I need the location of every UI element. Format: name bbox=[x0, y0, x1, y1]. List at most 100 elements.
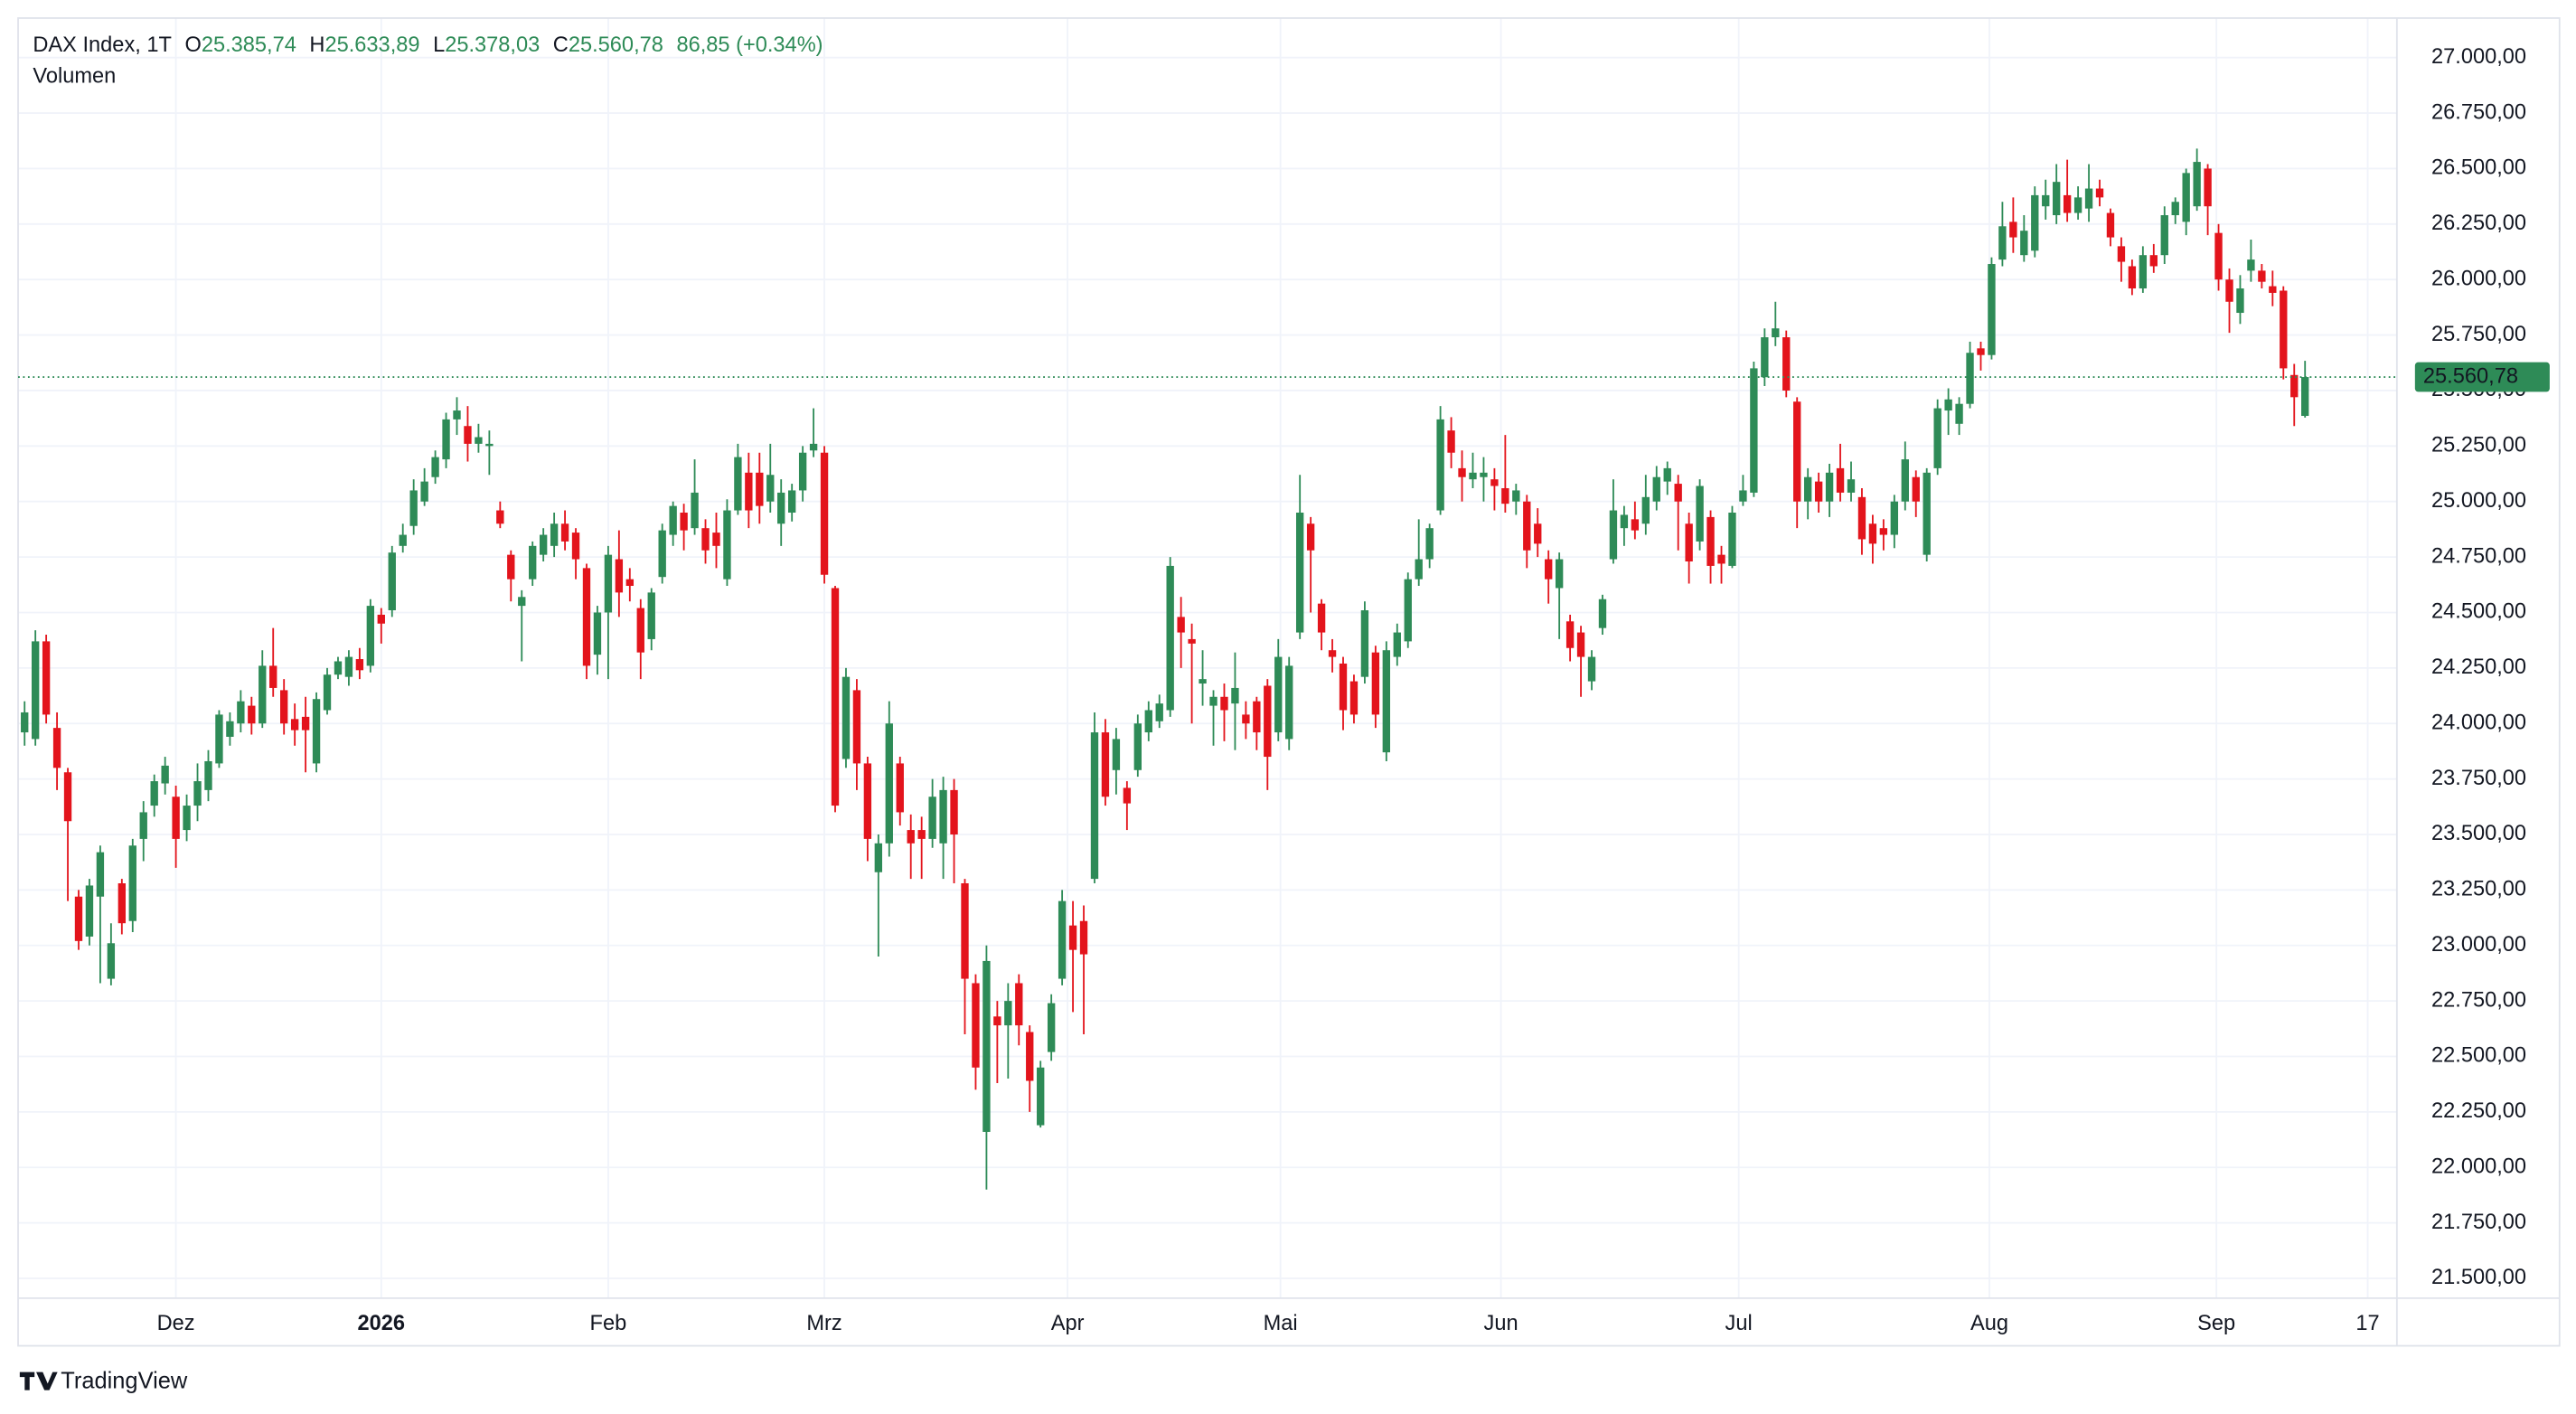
y-tick-label: 21.750,00 bbox=[2431, 1211, 2526, 1234]
candle-body bbox=[1133, 723, 1142, 770]
last-price-label: 25.560,78 bbox=[2423, 364, 2518, 388]
y-tick-label: 24.750,00 bbox=[2431, 544, 2526, 568]
candle-body bbox=[560, 523, 569, 542]
candle-body bbox=[2063, 194, 2072, 213]
candle-body bbox=[885, 723, 893, 844]
candle-body bbox=[355, 659, 364, 671]
candle-body bbox=[1534, 523, 1542, 544]
candle-body bbox=[1814, 481, 1823, 502]
candle-body bbox=[1663, 467, 1671, 482]
candle-body bbox=[2247, 259, 2255, 271]
candle-body bbox=[204, 760, 212, 790]
open-key: O bbox=[184, 33, 201, 57]
candle-body bbox=[1295, 512, 1304, 633]
candle-body bbox=[1253, 701, 1261, 733]
candle-body bbox=[1015, 983, 1023, 1026]
candle-body bbox=[215, 714, 223, 764]
x-tick-label: Dez bbox=[157, 1312, 195, 1335]
candle-body bbox=[172, 797, 180, 839]
candle-body bbox=[669, 505, 677, 535]
y-tick-label: 27.000,00 bbox=[2431, 45, 2526, 69]
x-tick-label: Apr bbox=[1051, 1312, 1085, 1335]
candle-body bbox=[52, 728, 61, 768]
candle-body bbox=[691, 492, 699, 529]
candle-body bbox=[1545, 559, 1553, 580]
candle-body bbox=[2053, 182, 2061, 216]
candle-body bbox=[85, 885, 94, 937]
candle-body bbox=[21, 712, 29, 733]
candle-body bbox=[118, 883, 127, 924]
candle-body bbox=[1739, 490, 1747, 502]
candle-body bbox=[2290, 374, 2299, 398]
candle-body bbox=[529, 545, 537, 580]
candle-body bbox=[2139, 255, 2148, 289]
candle-body bbox=[1166, 565, 1174, 711]
candle-body bbox=[1977, 348, 1985, 355]
candle-body bbox=[1231, 687, 1239, 704]
y-tick-label: 22.500,00 bbox=[2431, 1044, 2526, 1068]
y-tick-label: 22.750,00 bbox=[2431, 988, 2526, 1012]
candle-body bbox=[582, 568, 591, 666]
y-tick-label: 23.750,00 bbox=[2431, 767, 2526, 790]
candle-body bbox=[1761, 337, 1769, 378]
candle-body bbox=[2020, 231, 2028, 256]
candle-body bbox=[1501, 487, 1509, 504]
candle-body bbox=[420, 481, 428, 502]
candle-body bbox=[593, 612, 602, 655]
x-tick-label: Mrz bbox=[806, 1312, 841, 1335]
candle-body bbox=[1004, 1001, 1012, 1026]
symbol: DAX Index, 1T bbox=[33, 33, 172, 57]
candle-body bbox=[1565, 621, 1575, 648]
candle-body bbox=[745, 472, 753, 511]
candle-body bbox=[399, 534, 407, 546]
candle-body bbox=[1717, 554, 1725, 564]
candle-body bbox=[183, 806, 191, 831]
candle-body bbox=[1026, 1032, 1034, 1081]
candle-body bbox=[863, 763, 872, 839]
candle-body bbox=[1587, 656, 1596, 682]
candle-body bbox=[290, 719, 299, 731]
x-tick-label: Jul bbox=[1725, 1312, 1753, 1335]
change: 86,85 (+0.34%) bbox=[676, 33, 823, 57]
candle-body bbox=[1696, 485, 1704, 542]
candle-body bbox=[604, 554, 613, 613]
candle-body bbox=[550, 523, 559, 546]
candle-body bbox=[1328, 650, 1337, 657]
candle-body bbox=[1998, 226, 2007, 260]
brand: TradingView bbox=[19, 1368, 188, 1393]
candle-body bbox=[928, 797, 936, 839]
candle-body bbox=[485, 443, 494, 447]
y-tick-label: 22.250,00 bbox=[2431, 1099, 2526, 1123]
candle-body bbox=[74, 896, 83, 941]
candle-body bbox=[150, 781, 158, 806]
candle-body bbox=[701, 528, 710, 551]
candle-body bbox=[1090, 732, 1099, 880]
candle-body bbox=[518, 597, 526, 607]
candle-body bbox=[2149, 255, 2158, 267]
candle-body bbox=[777, 492, 785, 524]
candle-body bbox=[269, 665, 277, 688]
candle-body bbox=[2095, 188, 2104, 198]
x-tick-label: Aug bbox=[1970, 1312, 2008, 1335]
low-value: 25.378,03 bbox=[445, 33, 540, 57]
candle-body bbox=[496, 510, 504, 524]
candle-body bbox=[431, 457, 439, 477]
frame bbox=[17, 17, 2561, 1347]
candle-body bbox=[1274, 656, 1283, 733]
candle-body bbox=[2084, 188, 2093, 209]
candle-body bbox=[1047, 1003, 1056, 1052]
candle-body bbox=[1890, 501, 1899, 535]
candle-body bbox=[896, 763, 904, 813]
candle-body bbox=[1317, 603, 1326, 633]
candle-body bbox=[2106, 212, 2115, 238]
candle-body bbox=[2280, 290, 2288, 369]
candle-body bbox=[1480, 472, 1488, 477]
candle-body bbox=[312, 699, 321, 764]
candle-body bbox=[1847, 479, 1856, 493]
high-value: 25.633,89 bbox=[324, 33, 419, 57]
candle-body bbox=[2073, 197, 2082, 213]
y-tick-label: 26.750,00 bbox=[2431, 100, 2526, 124]
candle-body bbox=[712, 533, 720, 546]
candle-body bbox=[31, 641, 40, 740]
